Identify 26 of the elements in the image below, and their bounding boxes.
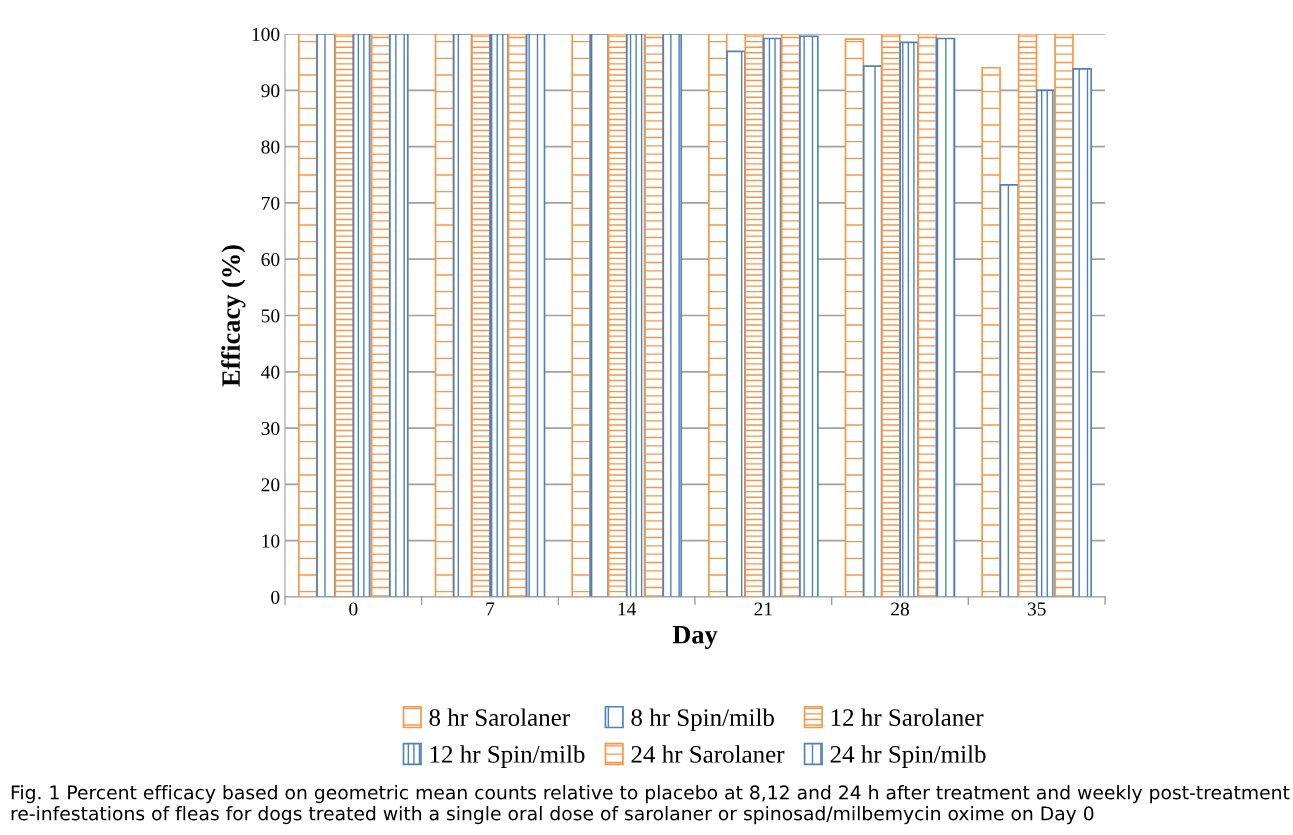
y-tick-label: 30 <box>261 421 280 436</box>
y-tick-label: 70 <box>261 196 280 210</box>
x-tick-label: 14 <box>618 602 637 616</box>
y-tick-label: 40 <box>261 365 280 379</box>
y-axis-title: Efficacy (%) <box>221 245 246 387</box>
legend-label: 12 hr Spin/milb <box>430 745 585 768</box>
legend-label: 8 hr Sarolaner <box>429 708 570 727</box>
x-tick-label: 28 <box>891 602 909 616</box>
legend-label: 24 hr Spin/milb <box>830 745 986 768</box>
x-axis-title: Day <box>672 626 718 649</box>
x-tick-label: 7 <box>486 602 495 616</box>
y-tick-label: 0 <box>271 590 280 604</box>
legend-label: 24 hr Sarolaner <box>631 745 785 763</box>
y-tick-label: 50 <box>261 309 280 323</box>
caption: Fig. 1 Percent efficacy based on geometric mean counts relative to placebo at 8,12 and 24 h after treatment and weekly post-treatment re-infestations of fleas for dogs treated with a single oral dose of sarolaner or spinosad/milbemycin oxime on Day 0 <box>11 785 1290 825</box>
y-tick-label: 60 <box>261 253 280 267</box>
y-tick-label: 80 <box>261 140 280 154</box>
y-tick-label: 90 <box>261 84 280 98</box>
x-tick-label: 21 <box>754 602 772 616</box>
y-tick-label: 20 <box>261 478 280 492</box>
legend-label: 12 hr Sarolaner <box>831 708 984 727</box>
legend-label: 8 hr Spin/milb <box>631 708 774 732</box>
y-tick-label: 10 <box>262 534 280 548</box>
x-tick-label: 35 <box>1027 602 1046 616</box>
x-tick-label: 0 <box>349 602 358 616</box>
y-tick-label: 100 <box>252 27 280 41</box>
